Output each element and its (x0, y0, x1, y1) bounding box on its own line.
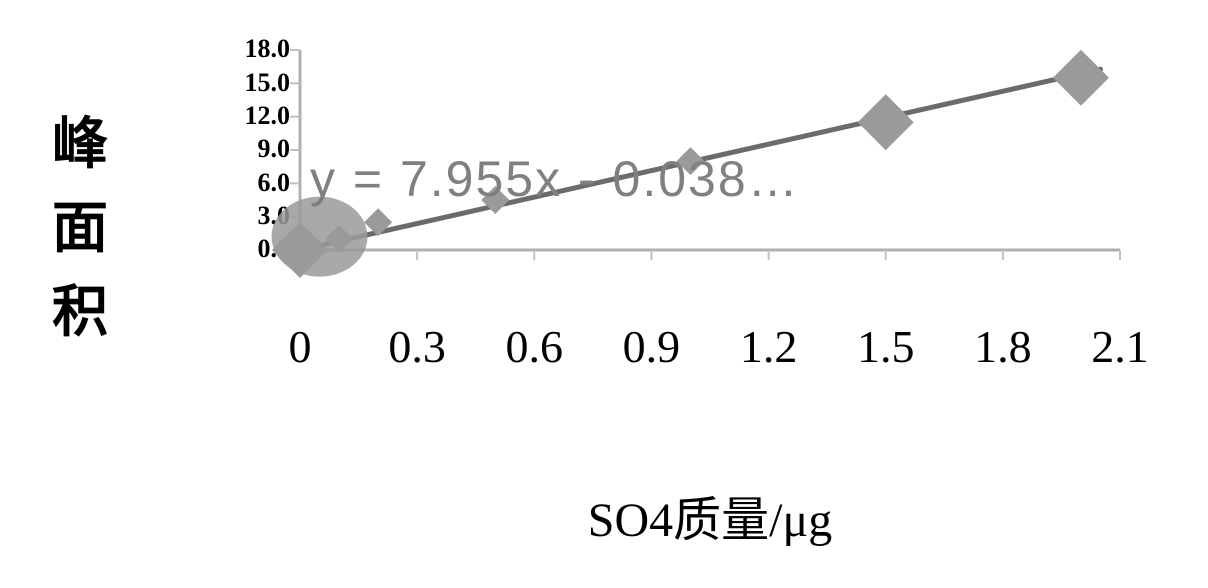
data-point-marker (858, 94, 914, 150)
data-point-marker (1053, 50, 1109, 106)
x-tick-label: 0.3 (377, 320, 457, 373)
x-tick-label: 0 (260, 320, 340, 373)
x-tick-label: 2.1 (1080, 320, 1160, 373)
x-tick-label: 1.2 (729, 320, 809, 373)
x-axis-title: SO4质量/μg (510, 480, 910, 550)
trendline-equation: y = 7.955x - 0.038… (310, 150, 800, 208)
x-tick-label: 1.8 (963, 320, 1043, 373)
x-tick-label: 0.9 (611, 320, 691, 373)
chart-root: { "chart": { "type": "scatter-with-trend… (0, 0, 1208, 588)
x-tick-label: 1.5 (846, 320, 926, 373)
x-tick-label: 0.6 (494, 320, 574, 373)
